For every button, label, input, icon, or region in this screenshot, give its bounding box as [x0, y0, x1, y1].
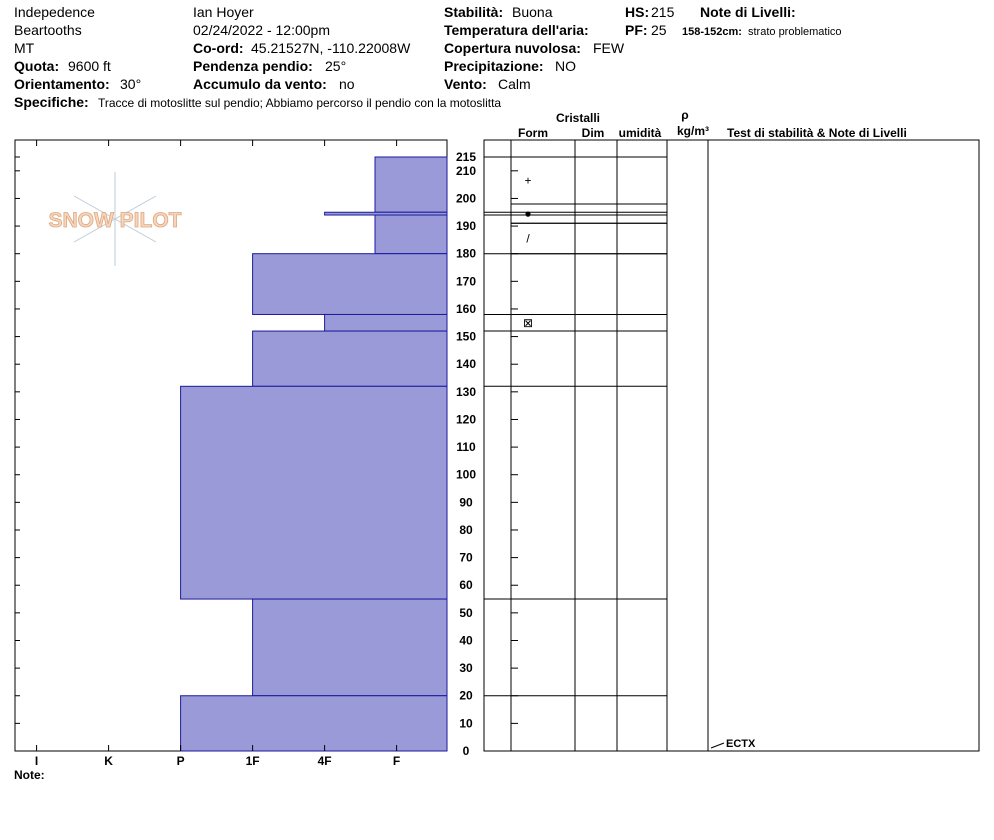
sky: FEW — [593, 40, 625, 56]
table-frame — [483, 139, 980, 752]
hardness-layer — [324, 313, 448, 332]
logo-text: SNOW PILOT — [49, 209, 182, 232]
stability-label: Stabilità: — [444, 4, 503, 20]
wind-loading-label: Accumulo da vento: — [193, 76, 327, 92]
size-header: Dim — [582, 126, 605, 140]
y-tick-label: 60 — [459, 578, 473, 592]
aspect: 30° — [120, 76, 141, 92]
test-result: ECTX — [726, 738, 756, 750]
hs: 215 — [651, 4, 675, 20]
moisture-header: umidità — [619, 126, 662, 140]
form-header: Form — [518, 126, 548, 140]
x-tick-label: F — [393, 754, 400, 768]
slope: 25° — [325, 58, 346, 74]
x-tick-label: P — [177, 754, 185, 768]
y-tick-label: 90 — [459, 495, 473, 509]
location: Indepedence — [14, 4, 95, 20]
aspect-label: Orientamento: — [14, 76, 110, 92]
pf-label: PF: — [625, 22, 648, 38]
tests-header: Test di stabilità & Note di Livelli — [727, 126, 907, 140]
y-tick-label: 20 — [459, 689, 473, 703]
grain-form: + — [524, 173, 531, 187]
state: MT — [14, 40, 35, 56]
specifics-label: Specifiche: — [14, 94, 89, 110]
hardness-layer — [180, 695, 448, 752]
y-tick-label: 110 — [456, 440, 476, 454]
layer-notes-label: Note di Livelli: — [700, 4, 796, 20]
elevation: 9600 ft — [68, 58, 111, 74]
coord-label: Co-ord: — [193, 40, 244, 56]
pf: 25 — [651, 22, 667, 38]
wind-label: Vento: — [444, 76, 487, 92]
density-symbol: ρ — [681, 108, 688, 122]
wind: Calm — [498, 76, 531, 92]
y-tick-label: 10 — [459, 716, 473, 730]
grain-form: ⊠ — [523, 316, 533, 330]
hardness-layer — [252, 330, 448, 387]
y-tick-label: 200 — [456, 191, 476, 205]
y-tick-label: 40 — [459, 633, 473, 647]
test-arrow — [710, 742, 725, 749]
coord: 45.21527N, -110.22008W — [251, 40, 411, 56]
hardness-layer — [180, 385, 448, 600]
x-tick-label: 1F — [246, 754, 260, 768]
grain-form: / — [526, 232, 530, 246]
range: Beartooths — [14, 22, 82, 38]
note-label: Note: — [14, 768, 45, 782]
x-tick-label: I — [35, 754, 38, 768]
precip-label: Precipitazione: — [444, 58, 544, 74]
stability: Buona — [512, 4, 553, 20]
y-tick-label: 180 — [456, 247, 476, 261]
hardness-layer — [374, 156, 448, 213]
y-tick-label: 50 — [459, 606, 473, 620]
y-tick-label: 160 — [456, 302, 476, 316]
crystals-header: Cristalli — [556, 111, 600, 125]
y-tick-label: 190 — [456, 219, 476, 233]
y-tick-label: 130 — [456, 385, 476, 399]
hs-label: HS: — [625, 4, 649, 20]
air-temp-label: Temperatura dell'aria: — [444, 22, 589, 38]
hardness-layer — [252, 598, 448, 697]
grain-form: ● — [524, 207, 531, 221]
logo: SNOW PILOT — [48, 172, 182, 266]
hardness-layer — [252, 253, 448, 315]
precip: NO — [555, 58, 576, 74]
y-tick-label: 0 — [463, 744, 470, 758]
wind-loading: no — [339, 76, 355, 92]
y-tick-label: 150 — [456, 330, 476, 344]
slope-label: Pendenza pendio: — [193, 58, 313, 74]
y-tick-label: 215 — [456, 150, 476, 164]
x-tick-label: 4F — [318, 754, 332, 768]
y-tick-label: 170 — [456, 274, 476, 288]
y-tick-label: 210 — [456, 164, 476, 178]
layer-note-range: 158-152cm: — [682, 26, 742, 38]
hardness-layer — [374, 214, 448, 255]
y-tick-label: 80 — [459, 523, 473, 537]
layer-note: strato problematico — [748, 26, 842, 38]
x-tick-label: K — [104, 754, 113, 768]
density-unit: kg/m³ — [677, 124, 709, 138]
observer: Ian Hoyer — [193, 4, 254, 20]
y-tick-label: 30 — [459, 661, 473, 675]
y-tick-label: 120 — [456, 412, 476, 426]
y-tick-label: 70 — [459, 551, 473, 565]
sky-label: Copertura nuvolosa: — [444, 40, 581, 56]
y-tick-label: 140 — [456, 357, 476, 371]
specifics: Tracce di motoslitte sul pendio; Abbiamo… — [98, 96, 501, 110]
elevation-label: Quota: — [14, 58, 59, 74]
y-tick-label: 100 — [456, 468, 476, 482]
datetime: 02/24/2022 - 12:00pm — [193, 22, 330, 38]
